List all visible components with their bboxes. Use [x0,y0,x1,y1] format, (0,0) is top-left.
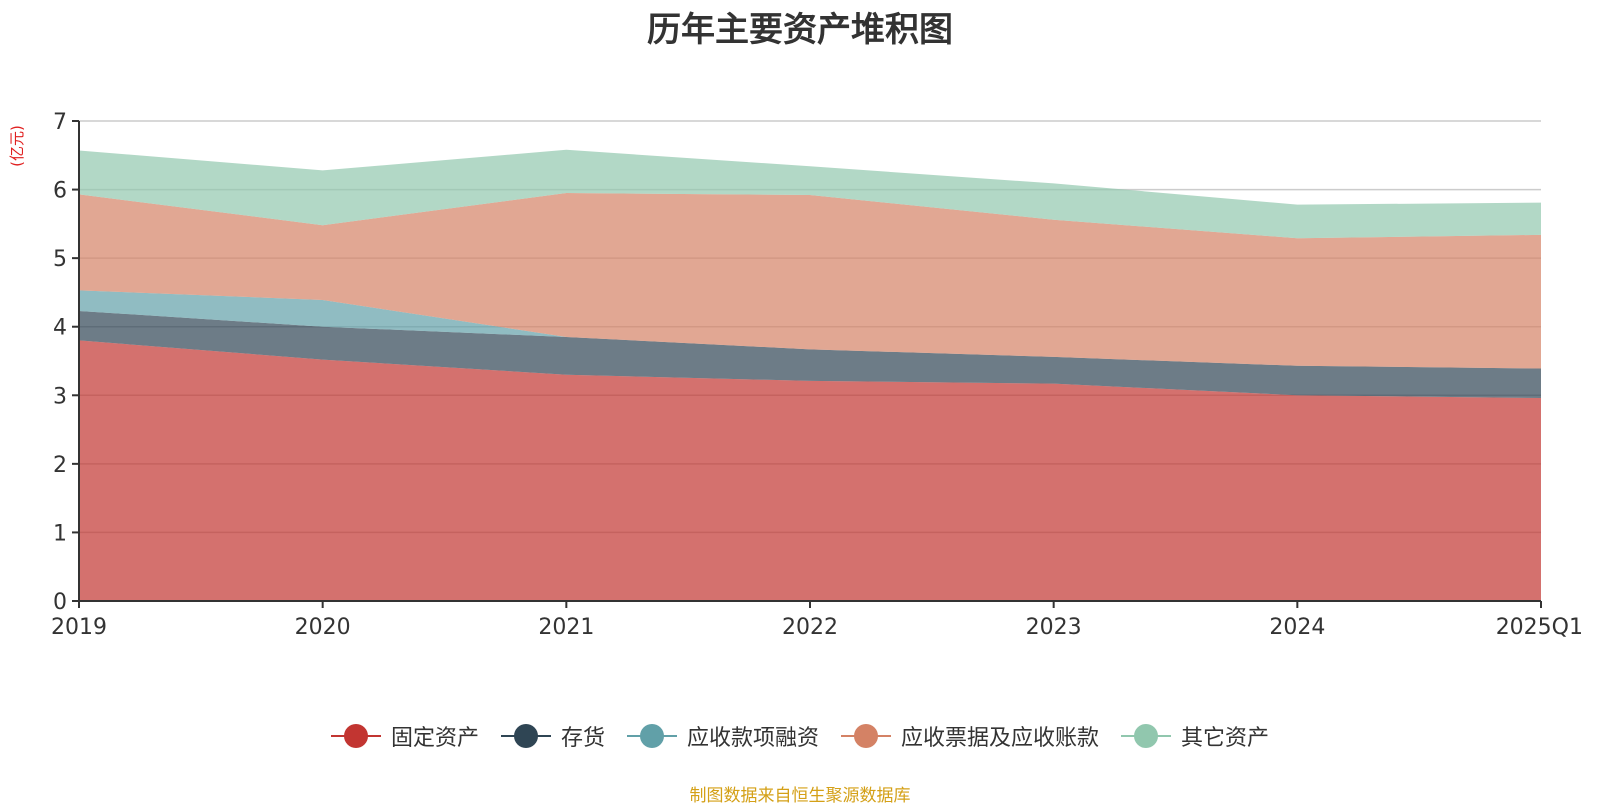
legend: 固定资产 存货 应收款项融资 应收票据及应收账款 其它资产 [0,720,1600,752]
y-tick-label: 7 [53,110,67,135]
x-tick-label: 2020 [295,615,351,640]
x-tick-label: 2019 [51,615,107,640]
source-note: 制图数据来自恒生聚源数据库 [689,786,911,806]
legend-item[interactable]: 固定资产 [330,720,479,752]
area-series-2 [79,290,1541,369]
x-tick-label: 2024 [1269,615,1325,640]
x-tick-label: 2025Q1 [1496,615,1583,640]
legend-label: 其它资产 [1181,726,1270,751]
x-tick-label: 2023 [1026,615,1082,640]
axes: 0 1 2 3 4 5 6 7 2019 2020 2021 2022 2023 2024 2025Q1 [51,110,1583,640]
y-tick-label: 4 [53,316,67,341]
legend-item[interactable]: 存货 [500,720,605,752]
legend-marker-icon [500,724,551,748]
y-axis-unit-label: (亿元) [8,125,26,167]
legend-item[interactable]: 其它资产 [1121,720,1269,752]
area-series-3 [79,193,1541,369]
legend-label: 应收票据及应收账款 [901,726,1100,751]
y-tick-label: 3 [53,384,67,409]
area-series-1 [79,310,1541,399]
series-areas [79,149,1541,601]
legend-marker-icon [841,724,891,748]
chart-title: 历年主要资产堆积图 [647,10,953,50]
area-series-0 [79,340,1541,601]
y-tick-label: 0 [53,590,67,615]
legend-marker-icon [1121,724,1172,748]
legend-marker-icon [626,724,677,748]
y-tick-label: 2 [53,453,67,478]
y-tick-label: 1 [53,521,67,546]
x-tick-label: 2022 [782,615,838,640]
legend-label: 存货 [560,726,605,751]
area-series-4 [79,149,1541,239]
legend-label: 固定资产 [390,726,479,751]
legend-label: 应收款项融资 [686,726,819,751]
legend-marker-icon [330,724,381,748]
y-tick-label: 6 [53,179,67,204]
x-tick-label: 2021 [538,615,594,640]
y-tick-label: 5 [53,247,67,272]
legend-item[interactable]: 应收票据及应收账款 [841,720,1099,752]
legend-item[interactable]: 应收款项融资 [626,720,819,752]
